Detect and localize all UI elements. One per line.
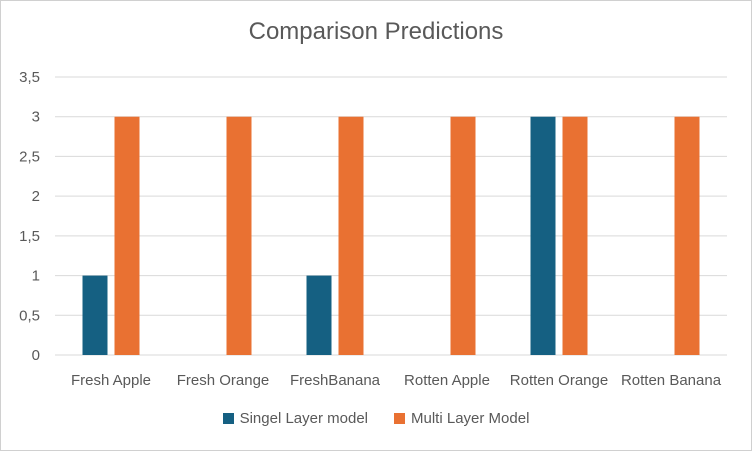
bar-multi-layer — [226, 116, 252, 355]
x-tick-label: Fresh Orange — [177, 372, 270, 389]
x-tick-label: Rotten Orange — [510, 372, 608, 389]
x-tick-label: Rotten Banana — [621, 372, 722, 389]
bar-multi-layer — [562, 116, 588, 355]
legend-swatch — [222, 413, 234, 424]
bar-multi-layer — [338, 116, 364, 355]
bar-singel-layer — [82, 275, 108, 355]
y-tick-label: 0,5 — [19, 307, 40, 324]
x-tick-label: Rotten Apple — [404, 372, 490, 389]
y-tick-label: 3 — [32, 109, 40, 126]
y-tick-label: 2 — [32, 188, 40, 205]
x-tick-label: Fresh Apple — [71, 372, 151, 389]
bar-multi-layer — [114, 116, 140, 355]
legend: Singel Layer model Multi Layer Model — [0, 410, 752, 427]
y-tick-label: 1,5 — [19, 228, 40, 245]
bar-singel-layer — [306, 275, 332, 355]
bar-singel-layer — [530, 116, 556, 355]
legend-swatch — [394, 413, 406, 424]
bar-multi-layer — [450, 116, 476, 355]
legend-item: Singel Layer model — [222, 410, 369, 427]
y-tick-label: 0 — [32, 347, 40, 364]
legend-item: Multi Layer Model — [394, 410, 529, 427]
legend-label: Singel Layer model — [239, 410, 369, 427]
y-tick-label: 2,5 — [19, 148, 40, 165]
x-tick-label: FreshBanana — [290, 372, 381, 389]
legend-label: Multi Layer Model — [411, 410, 530, 427]
bar-multi-layer — [674, 116, 700, 355]
y-tick-label: 3,5 — [19, 69, 40, 86]
y-tick-label: 1 — [32, 268, 40, 285]
chart-title: Comparison Predictions — [248, 18, 504, 45]
